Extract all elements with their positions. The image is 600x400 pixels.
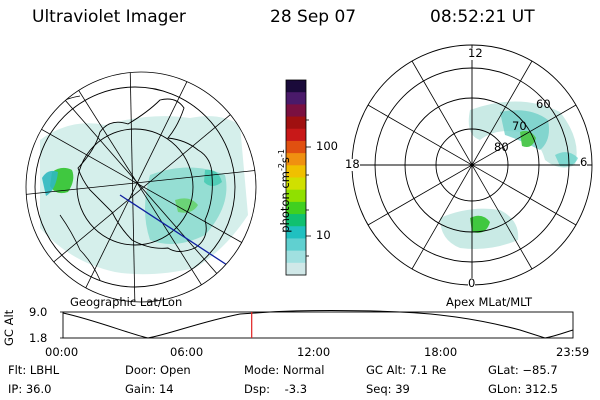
colorbar-band — [286, 165, 306, 178]
colorbar-band — [286, 92, 306, 105]
colorbar — [286, 80, 306, 276]
timeline-xtick-1800: 18:00 — [424, 345, 458, 359]
timeline-xtick-1200: 12:00 — [297, 345, 331, 359]
status-glon: GLon: 312.5 — [488, 382, 558, 396]
colorbar-band — [286, 238, 306, 252]
colorbar-band — [286, 153, 306, 166]
status-gain: Gain: 14 — [125, 382, 174, 396]
mlt-label-6: 6 — [580, 155, 588, 169]
left-panel-caption: Geographic Lat/Lon — [70, 295, 183, 309]
colorbar-unit: photon cm-2s-1 — [266, 149, 292, 240]
date-label: 28 Sep 07 — [270, 7, 357, 27]
colorbar-unit-exp2: -1 — [276, 149, 286, 158]
colorbar-tick-100: 100 — [316, 139, 338, 153]
mlat-label-60: 60 — [536, 97, 551, 111]
mlt-label-18: 18 — [345, 157, 360, 171]
colorbar-band — [286, 201, 306, 215]
time-label: 08:52:21 UT — [430, 7, 535, 27]
mlat-label-70: 70 — [512, 119, 527, 133]
aurora-hotspot — [175, 198, 198, 213]
colorbar-unit-base: photon cm — [277, 171, 292, 233]
colorbar-band — [286, 226, 306, 239]
colorbar-band — [286, 262, 306, 276]
colorbar-band — [286, 104, 306, 118]
timeline-ylabel: GC Alt — [2, 309, 16, 346]
right-panel-caption: Apex MLat/MLT — [446, 295, 533, 309]
mlt-label-12: 12 — [468, 46, 483, 60]
aurora-hotspot — [470, 215, 490, 233]
status-glat: GLat: −85.7 — [488, 363, 558, 377]
colorbar-unit-exp1: -2 — [276, 163, 286, 172]
colorbar-band — [286, 128, 306, 142]
colorbar-band — [286, 80, 306, 93]
aurora-oval — [500, 110, 549, 150]
altitude-curve — [62, 310, 574, 339]
timeline-plot — [60, 310, 574, 339]
timeline-ytick-max: 9.0 — [29, 305, 48, 319]
coastline — [77, 98, 213, 252]
colorbar-band — [286, 189, 306, 203]
colorbar-unit-mid: s — [277, 157, 292, 164]
colorbar-tick-10: 10 — [316, 228, 331, 242]
status-ip: IP: 36.0 — [8, 382, 52, 396]
aurora-hotspot — [204, 169, 222, 186]
mlt-label-0: 0 — [468, 276, 476, 290]
timeline-xtick-2359: 23:59 — [556, 345, 590, 359]
status-gc-alt: GC Alt: 7.1 Re — [366, 363, 447, 377]
colorbar-band — [286, 140, 306, 154]
geographic-map — [25, 71, 257, 303]
status-flt: Flt: LBHL — [8, 363, 60, 377]
magnetic-map — [351, 44, 593, 286]
instrument-title: Ultraviolet Imager — [32, 7, 186, 27]
colorbar-band — [286, 177, 306, 191]
aurora-oval — [468, 101, 577, 168]
colorbar-band — [286, 116, 306, 130]
status-seq: Seq: 39 — [366, 382, 410, 396]
status-mode: Mode: Normal — [244, 363, 325, 377]
colorbar-band — [286, 214, 306, 227]
status-door: Door: Open — [125, 363, 191, 377]
timeline-xtick-0000: 00:00 — [45, 345, 79, 359]
timeline-ytick-min: 1.8 — [29, 331, 48, 345]
timeline-xtick-0600: 06:00 — [170, 345, 204, 359]
status-dsp: Dsp: -3.3 — [244, 382, 308, 396]
aurora-hotspot — [42, 170, 58, 196]
mlat-label-80: 80 — [494, 140, 509, 154]
colorbar-band — [286, 250, 306, 264]
